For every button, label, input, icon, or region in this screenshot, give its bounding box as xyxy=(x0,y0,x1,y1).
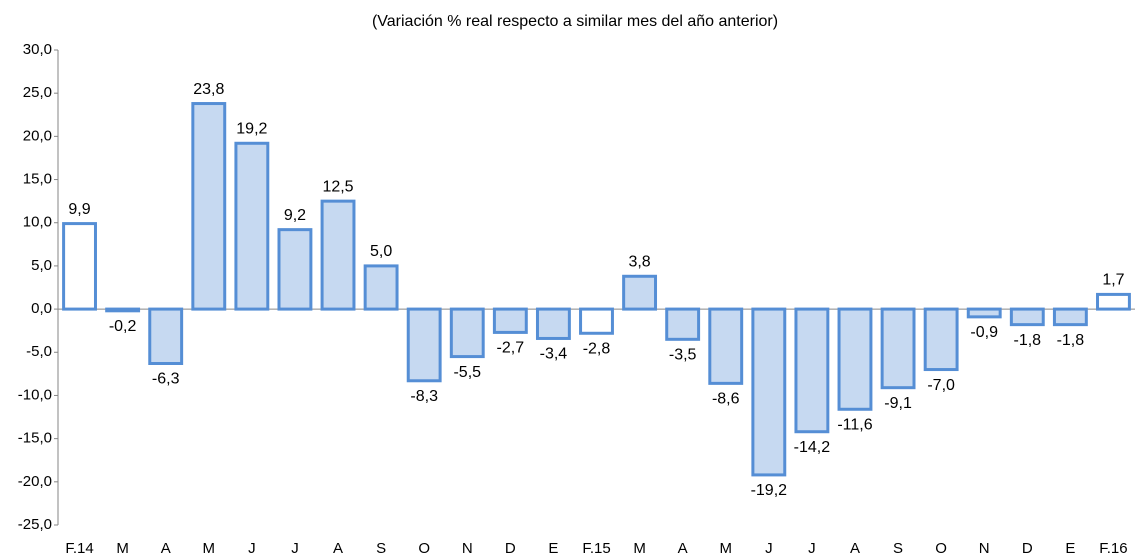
y-tick-label: 25,0 xyxy=(23,84,52,101)
bar xyxy=(923,307,959,372)
x-tick-label: D xyxy=(1022,540,1033,557)
bar xyxy=(234,141,270,311)
x-tick-label: A xyxy=(850,540,860,557)
x-tick-label: F.14 xyxy=(65,540,93,557)
bar xyxy=(751,307,787,477)
bar xyxy=(1009,307,1045,327)
x-tick-label: A xyxy=(161,540,171,557)
y-tick-label: -10,0 xyxy=(18,386,52,403)
data-label: -3,4 xyxy=(540,346,568,363)
data-label: -1,8 xyxy=(1057,332,1085,349)
x-tick-label: E xyxy=(548,540,558,557)
bar xyxy=(320,199,356,311)
y-tick-label: -20,0 xyxy=(18,473,52,490)
data-label: -19,2 xyxy=(751,482,788,499)
x-tick-label: J xyxy=(765,540,773,557)
data-label: -14,2 xyxy=(794,439,831,456)
chart-title: (Variación % real respecto a similar mes… xyxy=(372,13,778,30)
x-tick-label: A xyxy=(333,540,343,557)
y-tick-label: 0,0 xyxy=(31,300,52,317)
x-tick-label: E xyxy=(1065,540,1075,557)
data-label: -1,8 xyxy=(1014,332,1042,349)
bar xyxy=(492,307,528,334)
y-tick-label: 5,0 xyxy=(31,257,52,274)
data-label: -7,0 xyxy=(927,377,955,394)
y-tick-label: 20,0 xyxy=(23,127,52,144)
y-tick-label: 10,0 xyxy=(23,214,52,231)
bar xyxy=(105,307,141,313)
data-label: -8,3 xyxy=(410,388,438,405)
x-tick-label: N xyxy=(979,540,990,557)
bar xyxy=(579,307,614,335)
data-label: -5,5 xyxy=(453,364,481,381)
x-tick-label: F.16 xyxy=(1099,540,1127,557)
data-label: -8,6 xyxy=(712,391,740,408)
data-label: -0,2 xyxy=(109,318,137,335)
data-label: 23,8 xyxy=(193,81,224,98)
y-tick-label: -5,0 xyxy=(26,343,52,360)
x-tick-label: J xyxy=(808,540,816,557)
bar xyxy=(665,307,701,341)
bar xyxy=(1052,307,1088,327)
bar xyxy=(148,307,184,366)
x-tick-label: O xyxy=(418,540,430,557)
data-label: 19,2 xyxy=(236,120,267,137)
x-tick-label: S xyxy=(376,540,386,557)
x-tick-label: A xyxy=(678,540,688,557)
data-label: 5,0 xyxy=(370,243,392,260)
bar xyxy=(535,307,571,340)
x-tick-label: O xyxy=(935,540,947,557)
x-tick-label: D xyxy=(505,540,516,557)
bar xyxy=(449,307,485,359)
bar xyxy=(277,228,313,311)
data-label: -3,5 xyxy=(669,347,697,364)
data-label: 9,2 xyxy=(284,207,306,224)
data-label: -11,6 xyxy=(837,416,872,433)
data-label: -0,9 xyxy=(970,324,998,341)
y-tick-label: 30,0 xyxy=(23,41,52,58)
data-label: 12,5 xyxy=(322,178,353,195)
bar xyxy=(966,307,1002,319)
data-label: -2,7 xyxy=(497,340,525,357)
data-label: -9,1 xyxy=(884,395,912,412)
x-tick-label: M xyxy=(203,540,216,557)
bar xyxy=(363,264,399,311)
x-tick-label: F.15 xyxy=(582,540,610,557)
bar xyxy=(708,307,744,385)
x-tick-label: S xyxy=(893,540,903,557)
data-label: 3,8 xyxy=(628,253,650,270)
bar xyxy=(191,102,227,311)
bar xyxy=(406,307,442,383)
x-tick-label: J xyxy=(291,540,299,557)
bar xyxy=(794,307,830,434)
bar xyxy=(837,307,873,411)
bar xyxy=(880,307,916,390)
x-tick-label: M xyxy=(633,540,646,557)
y-tick-label: -25,0 xyxy=(18,516,52,533)
y-tick-label: 15,0 xyxy=(23,171,52,188)
x-tick-label: J xyxy=(248,540,256,557)
data-label: 1,7 xyxy=(1102,272,1124,289)
data-label: -2,8 xyxy=(583,340,611,357)
x-tick-label: M xyxy=(719,540,732,557)
x-tick-label: M xyxy=(116,540,129,557)
bar xyxy=(1096,292,1131,311)
y-tick-label: -15,0 xyxy=(18,430,52,447)
x-tick-label: N xyxy=(462,540,473,557)
data-label: -6,3 xyxy=(152,371,180,388)
bar xyxy=(622,274,658,311)
data-label: 9,9 xyxy=(68,201,90,218)
bar xyxy=(62,222,97,311)
